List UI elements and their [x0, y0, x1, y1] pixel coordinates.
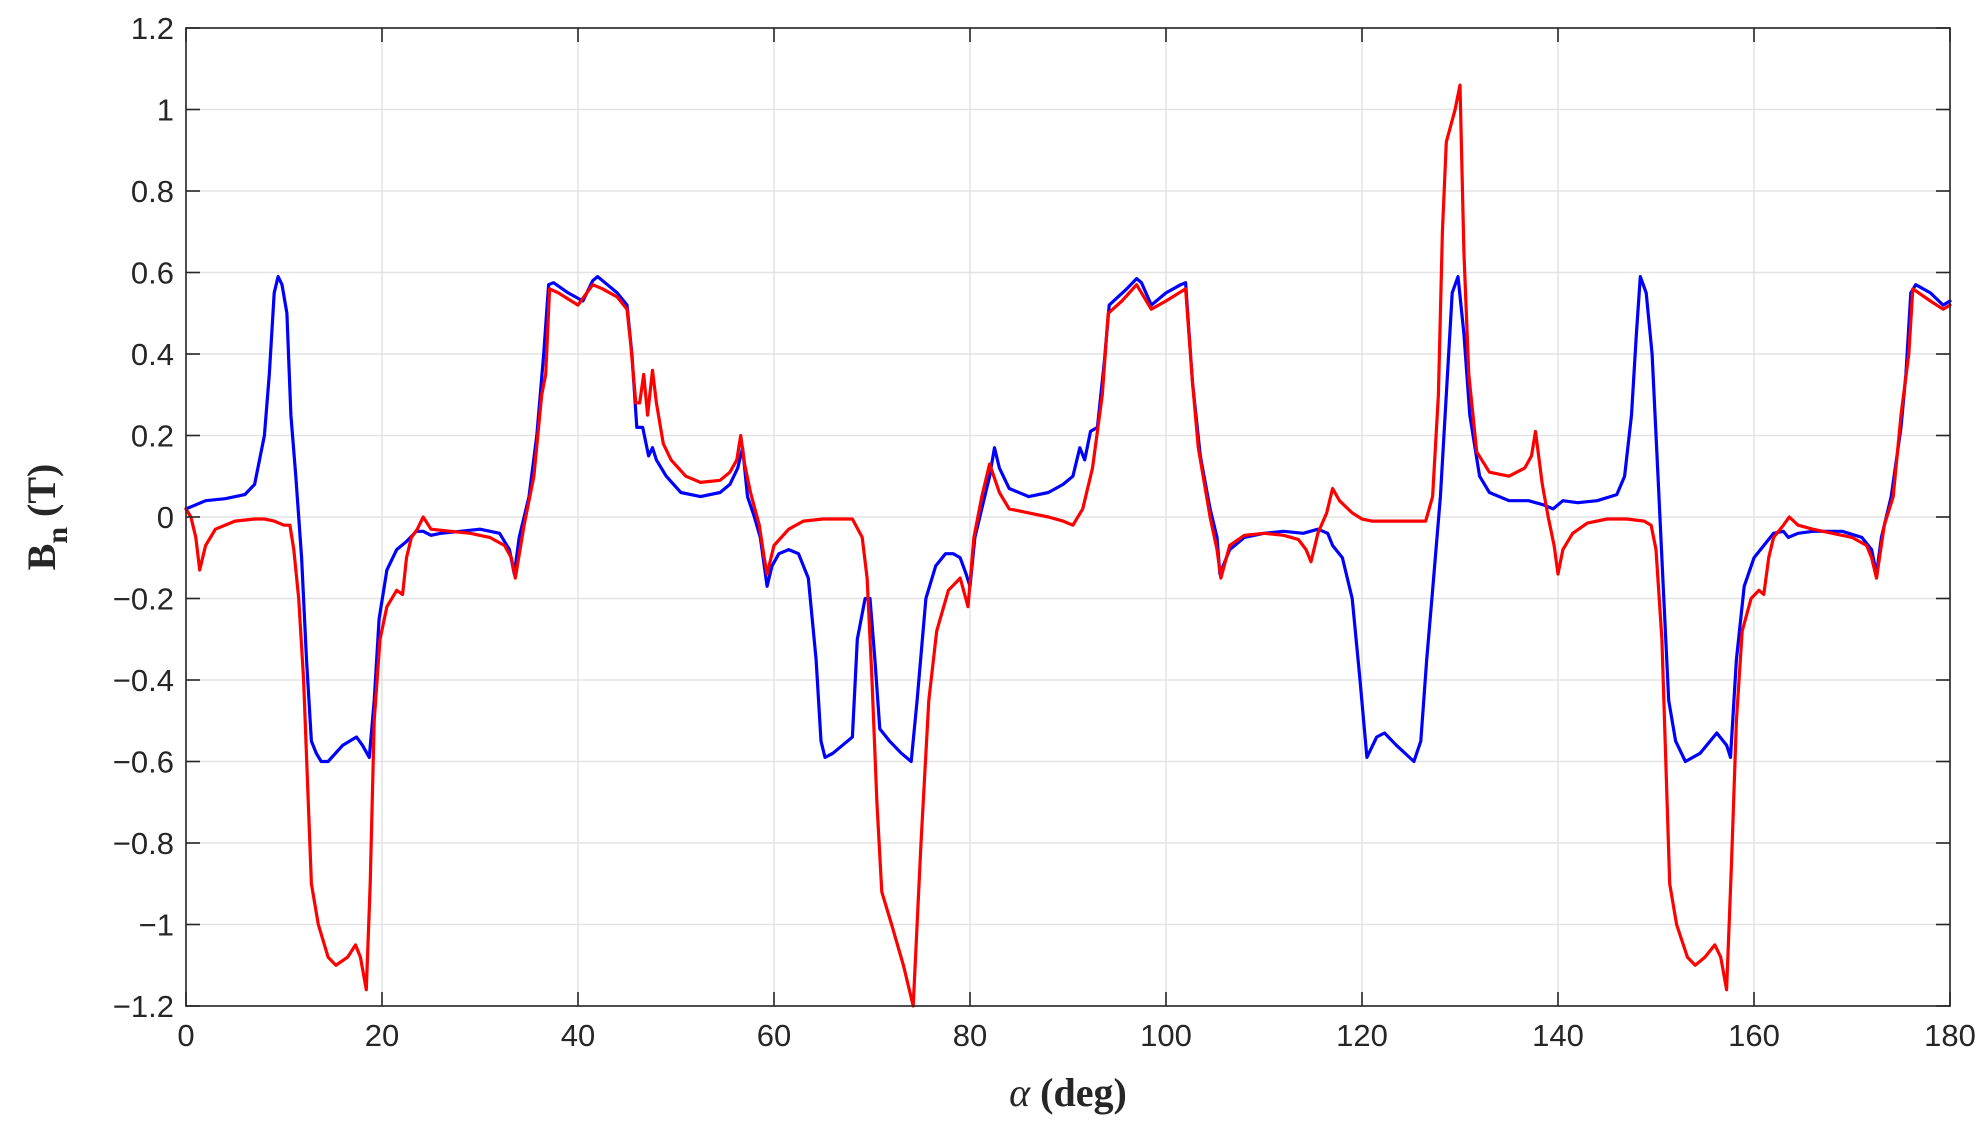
y-tick-label: 0.8: [131, 174, 174, 209]
series-layer: [184, 83, 1952, 1008]
x-tick-label: 80: [953, 1018, 987, 1053]
x-tick-label: 60: [757, 1018, 791, 1053]
x-tick-label: 40: [561, 1018, 595, 1053]
y-tick-label: −1: [139, 908, 174, 943]
x-tick-label: 180: [1924, 1018, 1976, 1053]
y-tick-label: −0.6: [113, 745, 174, 780]
axis-ticks: [185, 27, 1951, 1007]
x-axis-label-symbol: α: [1009, 1070, 1031, 1115]
x-tick-label: 0: [177, 1018, 194, 1053]
x-tick-label: 100: [1140, 1018, 1192, 1053]
y-tick-label: −0.4: [113, 663, 174, 698]
y-axis-label-unit: (T): [19, 464, 64, 527]
series-line-2: [184, 83, 1952, 1008]
y-tick-label: 0.4: [131, 337, 174, 372]
y-tick-label: 0: [157, 500, 174, 535]
x-tick-label: 20: [365, 1018, 399, 1053]
x-tick-label: 120: [1336, 1018, 1388, 1053]
y-axis-label: Bn (T): [19, 464, 74, 571]
y-tick-label: 1.2: [131, 11, 174, 46]
y-tick-label: 1: [157, 93, 174, 128]
y-axis-label-base: B: [19, 544, 64, 571]
y-tick-label: 0.6: [131, 256, 174, 291]
tick-labels: 0 20 40 60 80 100 120 140 160 180 −1.2 −1 −0.8 −0.6 −0…: [113, 11, 1976, 1053]
x-axis-label: α (deg): [1009, 1070, 1127, 1115]
x-tick-label: 140: [1532, 1018, 1584, 1053]
x-axis-label-unit: (deg): [1030, 1070, 1127, 1115]
y-tick-label: −1.2: [113, 989, 174, 1024]
y-tick-label: −0.2: [113, 582, 174, 617]
y-tick-label: 0.2: [131, 419, 174, 454]
y-tick-label: −0.8: [113, 826, 174, 861]
x-tick-label: 160: [1728, 1018, 1780, 1053]
series-line-1: [184, 275, 1952, 764]
y-axis-label-subscript: n: [41, 527, 74, 544]
